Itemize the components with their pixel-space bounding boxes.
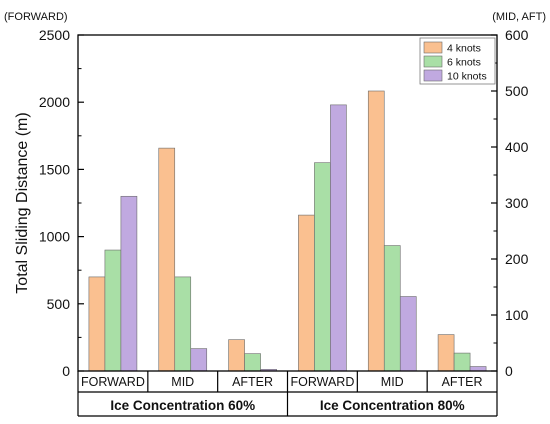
bar-mid-2-4-knots xyxy=(367,90,385,372)
right-tick-label: 200 xyxy=(505,251,529,267)
bar-after-1-4-knots xyxy=(228,339,245,372)
group-label: Ice Concentration 60% xyxy=(110,398,255,413)
legend: 4 knots 6 knots 10 knots xyxy=(419,37,496,85)
left-tick-label: 0 xyxy=(62,363,70,379)
category-label: FORWARD xyxy=(81,375,145,389)
bar-forward-1-6-knots xyxy=(104,249,122,372)
right-tick-label: 600 xyxy=(505,27,529,43)
bar-mid-1-10-knots xyxy=(190,348,208,372)
category-label: AFTER xyxy=(442,375,483,389)
legend-swatch xyxy=(423,41,443,54)
category-label: MID xyxy=(171,375,194,389)
category-label: AFTER xyxy=(232,375,273,389)
left-tick-label: 1500 xyxy=(39,161,70,177)
legend-swatch xyxy=(423,55,443,68)
plot-area: 0 500 1000 1500 2000 2500 0 100 200 300 400 500 600 xyxy=(39,27,529,379)
legend-label: 6 knots xyxy=(447,57,481,69)
bar-after-2-10-knots xyxy=(469,366,487,372)
right-tick-label: 500 xyxy=(505,83,529,99)
bar-forward-2-4-knots xyxy=(298,214,315,372)
category-axis: FORWARD MID AFTER FORWARD MID AFTER Ice Concen… xyxy=(77,371,498,417)
legend-label: 4 knots xyxy=(447,43,481,55)
left-tick-label: 1000 xyxy=(39,229,70,245)
legend-swatch xyxy=(423,69,443,82)
bar-after-1-6-knots xyxy=(244,353,261,372)
bar-mid-2-6-knots xyxy=(383,245,401,372)
right-axis-unit: (MID, AFT) xyxy=(492,11,546,23)
bar-mid-1-6-knots xyxy=(174,276,192,372)
right-tick-label: 100 xyxy=(505,307,529,323)
left-axis-unit: (FORWARD) xyxy=(4,11,68,23)
right-tick-label: 0 xyxy=(505,363,513,379)
right-tick-label: 300 xyxy=(505,195,529,211)
category-label: MID xyxy=(381,375,404,389)
category-label: FORWARD xyxy=(290,375,354,389)
bar-forward-2-10-knots xyxy=(330,104,347,372)
bar-after-2-4-knots xyxy=(437,334,455,372)
left-tick-label: 2500 xyxy=(39,27,70,43)
right-tick-label: 400 xyxy=(505,139,529,155)
bar-after-2-6-knots xyxy=(453,352,471,372)
y-axis-title: Total Sliding Distance (m) xyxy=(14,112,31,293)
bar-mid-1-4-knots xyxy=(158,147,176,372)
plot-frame xyxy=(77,34,498,372)
left-tick-label: 2000 xyxy=(39,94,70,110)
group-label: Ice Concentration 80% xyxy=(320,398,465,413)
bar-forward-2-6-knots xyxy=(314,162,331,372)
bar-forward-1-4-knots xyxy=(88,276,106,372)
bar-mid-2-10-knots xyxy=(399,296,417,372)
left-tick-label: 500 xyxy=(47,296,71,312)
legend-label: 10 knots xyxy=(447,71,487,83)
bar-forward-1-10-knots xyxy=(120,195,138,372)
